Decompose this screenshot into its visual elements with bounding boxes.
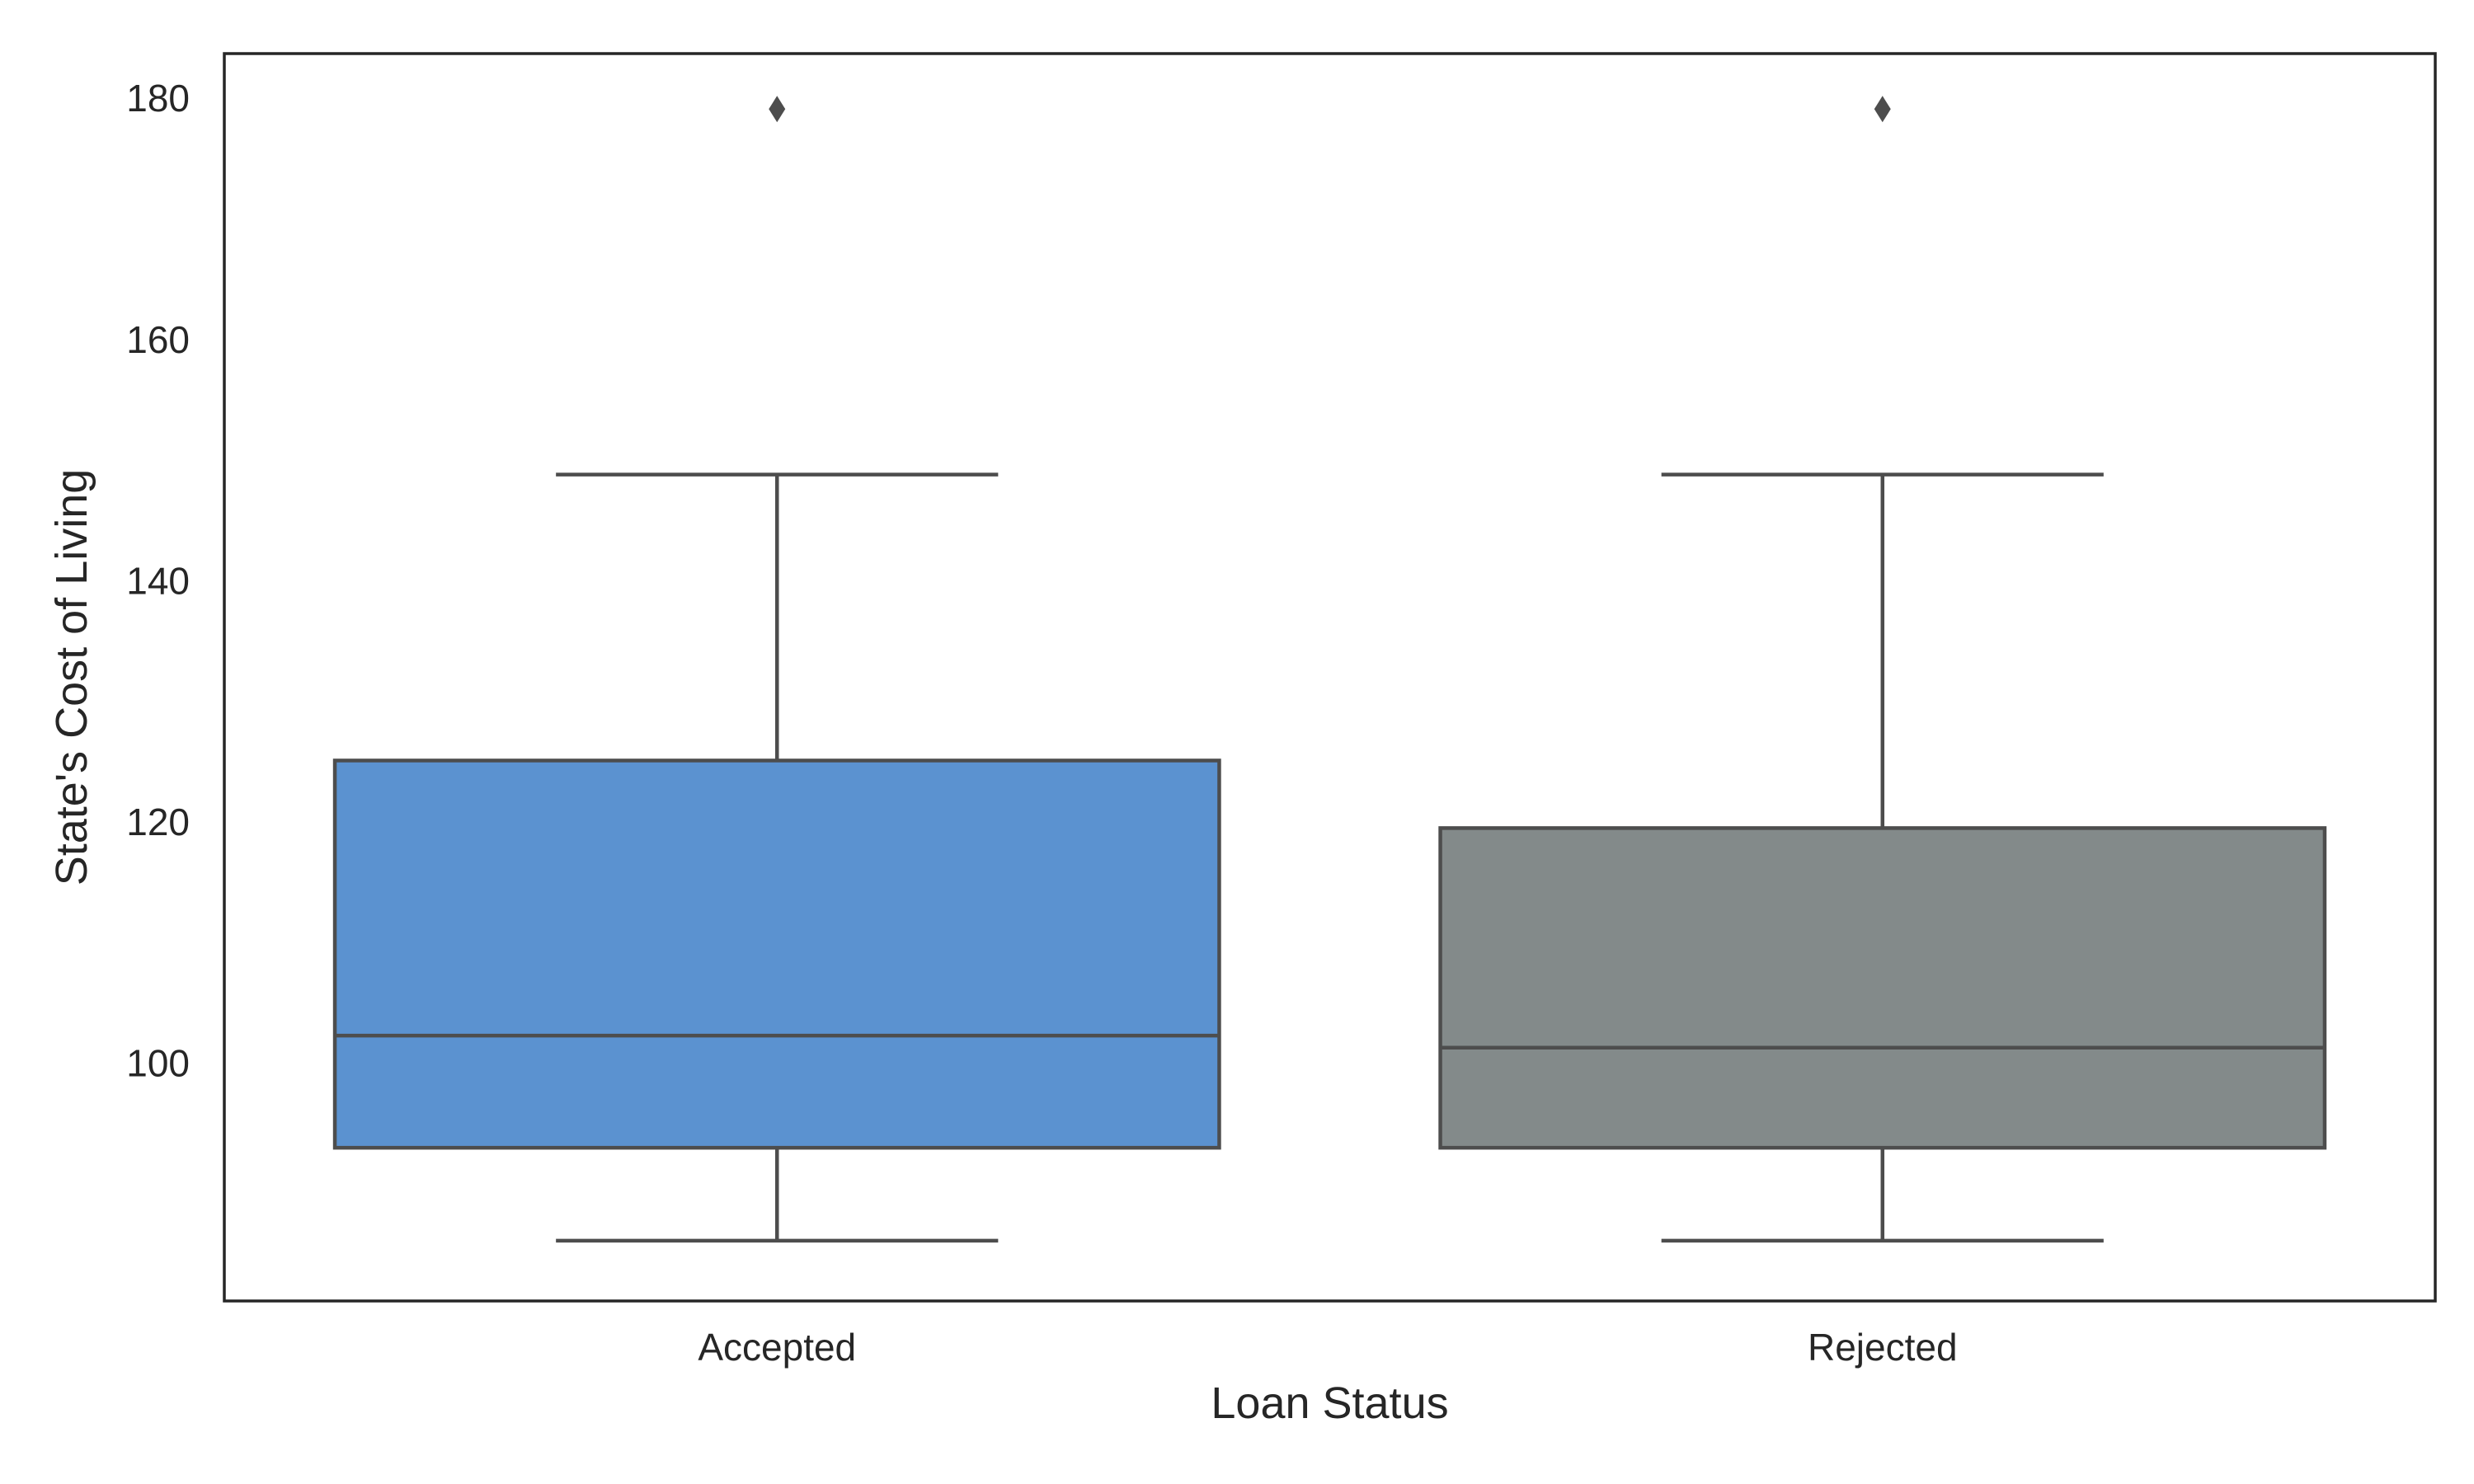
boxes-layer [332,96,2327,1243]
y-axis-label: State's Cost of Living [47,469,96,886]
x-tick-label: Rejected [1808,1326,1958,1369]
box-rejected [1438,826,2327,1150]
ticks-layer: 100 120 140 160 180 Accepted Rejected [126,77,1957,1369]
box-group-accepted [332,96,1221,1243]
y-tick-label: 140 [126,559,190,602]
x-axis-label: Loan Status [1211,1378,1448,1428]
y-tick-label: 180 [126,77,190,120]
outlier-point [1874,96,1891,123]
x-tick-label: Accepted [698,1326,856,1369]
box-group-rejected [1438,96,2327,1243]
y-tick-label: 100 [126,1042,190,1085]
plot-frame [223,52,2437,1303]
box-accepted [332,758,1221,1150]
outlier-point [769,96,786,123]
y-tick-label: 120 [126,801,190,843]
y-tick-label: 160 [126,318,190,361]
